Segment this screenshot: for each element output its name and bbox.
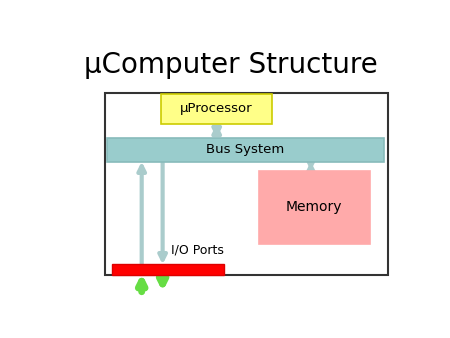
Text: Bus System: Bus System bbox=[206, 143, 284, 156]
Bar bbox=[112, 264, 224, 275]
Text: μComputer Structure: μComputer Structure bbox=[84, 51, 378, 79]
Bar bbox=[258, 171, 370, 244]
Text: μProcessor: μProcessor bbox=[180, 102, 253, 115]
Bar bbox=[161, 94, 273, 124]
Bar bbox=[107, 138, 384, 162]
Bar bbox=[105, 93, 387, 275]
Text: I/O Ports: I/O Ports bbox=[171, 244, 224, 257]
Text: Memory: Memory bbox=[286, 200, 342, 214]
